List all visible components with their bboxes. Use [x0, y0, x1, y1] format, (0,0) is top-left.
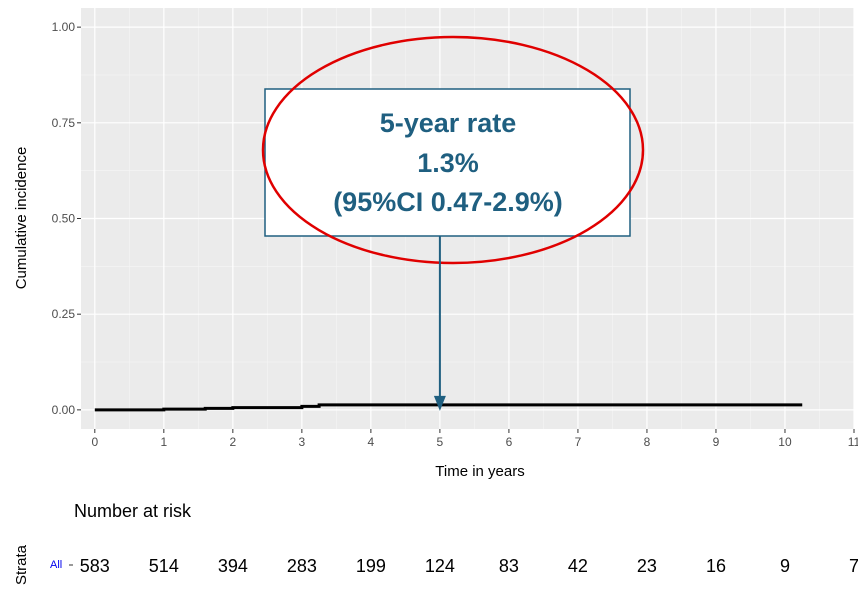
x-tick-label: 3 [299, 435, 306, 449]
x-tick-label: 7 [575, 435, 582, 449]
x-tick-label: 9 [713, 435, 720, 449]
y-axis-title: Cumulative incidence [13, 147, 30, 290]
x-tick-label: 11 [848, 435, 858, 449]
risk-table-value: 42 [568, 556, 588, 576]
risk-table-value: 9 [780, 556, 790, 576]
risk-table-value: 124 [425, 556, 455, 576]
risk-table-value: 283 [287, 556, 317, 576]
x-tick-label: 6 [506, 435, 513, 449]
annotation-line-3: (95%CI 0.47-2.9%) [333, 187, 563, 217]
risk-table-title: Number at risk [74, 501, 192, 521]
risk-table-value: 16 [706, 556, 726, 576]
y-tick-label: 0.75 [52, 116, 76, 130]
x-axis-title: Time in years [435, 463, 524, 480]
highlight-ellipse [261, 35, 645, 265]
x-tick-label: 4 [368, 435, 375, 449]
strata-name-label: All [50, 559, 62, 571]
x-tick-label: 5 [437, 435, 444, 449]
x-tick-label: 2 [229, 435, 236, 449]
risk-table-values: 583 514 394 283 199 124 83 42 23 16 9 7 [80, 556, 858, 576]
annotation-line-1: 5-year rate [380, 108, 517, 138]
y-tick-label: 0.50 [52, 212, 76, 226]
strata-axis-title: Strata [13, 544, 30, 585]
cumulative-incidence-line [94, 403, 803, 412]
y-tick-label: 1.00 [52, 20, 76, 34]
risk-table-value: 514 [149, 556, 179, 576]
risk-table-value: 583 [80, 556, 110, 576]
y-tick-label: 0.00 [52, 403, 76, 417]
x-tick-label: 10 [778, 435, 792, 449]
annotation-box [264, 88, 631, 237]
y-tick-label: 0.25 [52, 307, 76, 321]
risk-table-value: 394 [218, 556, 248, 576]
y-axis: 0.00 0.25 0.50 0.75 1.00 [52, 20, 81, 417]
five-year-annotation: 5-year rate 1.3% (95%CI 0.47-2.9%) [261, 35, 645, 411]
risk-table-value: 23 [637, 556, 657, 576]
annotation-arrowhead [433, 395, 446, 411]
risk-table-value: 199 [356, 556, 386, 576]
annotation-line-2: 1.3% [417, 148, 479, 178]
risk-table-value: 83 [499, 556, 519, 576]
risk-table-value: 7 [849, 556, 858, 576]
x-tick-label: 8 [644, 435, 651, 449]
x-tick-label: 0 [91, 435, 98, 449]
x-tick-label: 1 [160, 435, 167, 449]
x-axis: 0 1 2 3 4 5 6 7 8 9 10 11 [91, 429, 858, 449]
series-layer [94, 403, 803, 412]
